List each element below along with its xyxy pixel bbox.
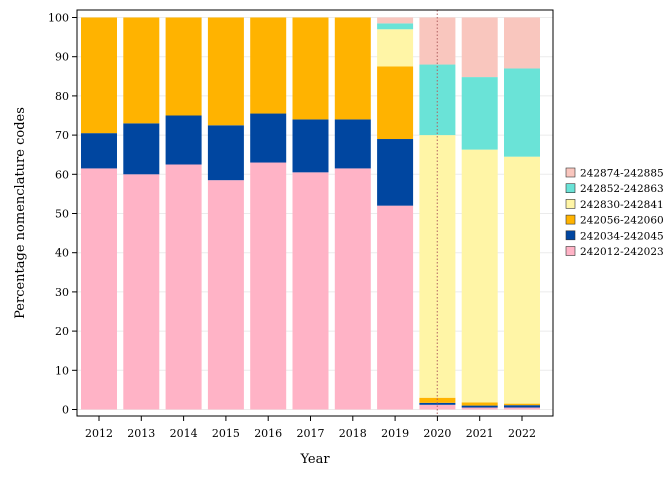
y-tick-label: 0 [62,404,69,417]
bar-segment [207,180,244,410]
bar-segment [292,17,329,120]
y-tick-label: 10 [55,364,69,377]
legend-swatch [565,167,576,178]
x-tick-label: 2013 [127,427,155,440]
x-axis-title: Year [299,452,330,467]
legend-label: 242830-242841 [580,199,664,211]
legend-label: 242056-242060 [580,215,664,227]
bar-segment [377,66,414,140]
x-tick-label: 2018 [339,427,367,440]
bar-segment [377,139,414,206]
bar-segment [165,164,202,410]
bar-segment [123,123,160,175]
x-tick-label: 2015 [212,427,240,440]
bar-segment [207,125,244,181]
x-tick-label: 2021 [466,427,494,440]
bar-segment [334,17,371,120]
legend-swatch [565,230,576,241]
bar-segment [377,205,414,410]
x-tick-label: 2016 [254,427,282,440]
bar-segment [334,168,371,410]
x-tick-label: 2012 [85,427,113,440]
bar-segment [123,17,160,124]
legend-swatch [565,246,576,256]
bar-segment [419,402,456,405]
y-tick-label: 30 [55,286,69,299]
bar-segment [250,17,287,114]
bar-segment [504,405,540,408]
legend: 242874-242885 242852-242863 242830-242841 2… [565,167,664,258]
x-tick-label: 2019 [381,427,409,440]
x-axis: 2012 2013 2014 2015 2016 2017 2018 2019 2020 2021… [85,416,536,440]
bar-segment [461,405,498,408]
bar-segment [250,113,287,163]
bar-segment [292,172,329,410]
bar-segment [292,119,329,173]
bar-segment [461,77,498,150]
bar-segment [419,404,456,410]
bar-segment [165,115,202,165]
bar-segment [377,17,414,24]
x-tick-label: 2017 [297,427,325,440]
legend-label: 242012-242023 [580,246,664,258]
bar-segment [504,407,540,410]
legend-label: 242852-242863 [580,183,664,195]
x-tick-label: 2022 [508,427,536,440]
y-tick-label: 70 [55,129,69,142]
y-tick-label: 40 [55,247,69,260]
y-tick-label: 80 [55,90,69,103]
bar-segment [419,64,456,136]
y-axis-title: Percentage nomenclature codes [13,107,28,319]
y-tick-label: 90 [55,51,69,64]
bar-segment [461,402,498,406]
bar-segment [419,397,456,403]
bar-segment [207,17,244,126]
x-tick-label: 2020 [423,427,451,440]
bar-segment [250,162,287,410]
y-tick-label: 100 [48,12,69,25]
bar-segment [81,168,117,410]
legend-label: 242034-242045 [580,230,664,242]
bar-segment [81,133,117,169]
bar-segment [461,17,498,78]
legend-label: 242874-242885 [580,168,664,180]
y-tick-label: 60 [55,168,69,181]
y-tick-label: 20 [55,325,69,338]
legend-swatch [565,214,576,225]
bar-segment [504,68,540,157]
bars [81,17,540,410]
y-axis: 0 10 20 30 40 50 60 70 80 90 100 [48,12,77,417]
bar-segment [504,156,540,404]
bar-segment [461,407,498,410]
bar-segment [123,174,160,410]
bar-segment [334,119,371,169]
legend-swatch [565,199,576,209]
bar-segment [377,29,414,67]
bar-segment [461,149,498,403]
bar-segment [165,17,202,116]
bar-segment [504,17,540,69]
bar-segment [377,23,414,30]
bar-segment [504,403,540,406]
x-tick-label: 2014 [170,427,198,440]
bar-segment [81,17,117,134]
legend-swatch [565,183,576,193]
y-tick-label: 50 [55,208,69,221]
